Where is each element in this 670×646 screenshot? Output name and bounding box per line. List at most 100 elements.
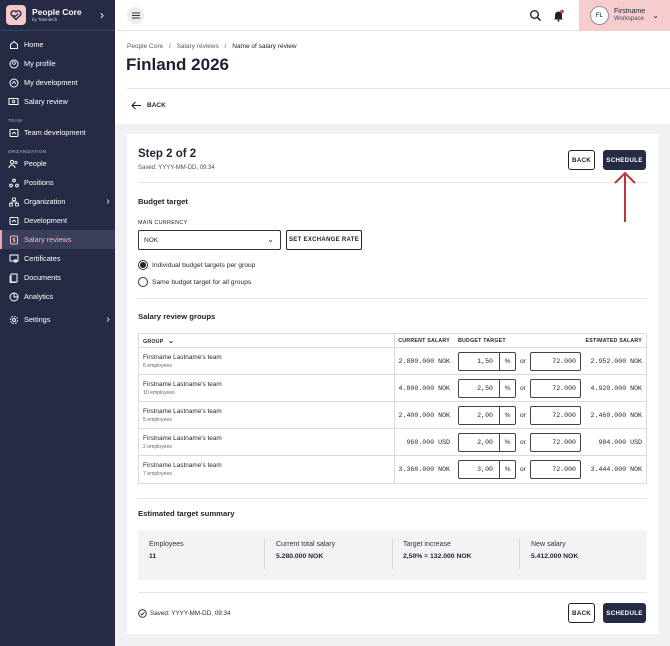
page-header: People Core / Salary reviews / Name of s… — [115, 31, 670, 124]
sidebar-item-analytics[interactable]: Analytics — [0, 287, 115, 306]
main-currency-label: MAIN CURRENCY — [138, 220, 188, 226]
brand-header: People Core by Talentech › — [0, 0, 115, 31]
breadcrumb: People Core / Salary reviews / Name of s… — [127, 43, 297, 50]
step-title: Step 2 of 2 — [138, 148, 197, 160]
radio-selected-icon — [138, 260, 148, 270]
budget-percent-input[interactable]: 3,00% — [458, 460, 516, 479]
col-group[interactable]: GROUP ⌄ — [143, 337, 175, 345]
arrow-left-icon — [131, 101, 141, 110]
brand-sub: by Talentech — [32, 17, 58, 22]
chevron-right-icon: › — [106, 314, 110, 325]
back-button[interactable]: BACK — [568, 150, 595, 170]
people-icon — [8, 158, 19, 169]
budget-amount-input[interactable]: 72.000 — [530, 406, 581, 425]
radio-individual-targets[interactable]: Individual budget targets per group — [138, 260, 255, 270]
divider — [138, 298, 647, 299]
schedule-button[interactable]: SCHEDULE — [603, 150, 646, 170]
top-bar: FL Firstname Workspace ⌄ — [115, 0, 670, 31]
sidebar-item-settings[interactable]: Settings › — [0, 310, 115, 329]
current-salary: 2.880.000 NOK — [398, 358, 450, 365]
sidebar-item-positions[interactable]: Positions — [0, 173, 115, 192]
sidebar-item-organization[interactable]: Organization › — [0, 192, 115, 211]
percent-unit: % — [499, 461, 515, 478]
budget-percent-input[interactable]: 2,50% — [458, 379, 516, 398]
percent-unit: % — [499, 380, 515, 397]
section-organization: ORGANIZATION — [8, 149, 47, 154]
sidebar-item-home[interactable]: Home — [0, 35, 115, 54]
sidebar-item-documents[interactable]: Documents — [0, 268, 115, 287]
col-current-salary: CURRENT SALARY — [398, 337, 450, 344]
page-title: Finland 2026 — [126, 55, 229, 74]
group-name: Firstname Lastname's team — [143, 408, 222, 415]
chevron-down-icon: ⌄ — [267, 235, 274, 244]
estimated-salary: 4.920.000 NOK — [590, 385, 642, 392]
sidebar-item-salary-review[interactable]: Salary review — [0, 92, 115, 111]
group-employee-count: 10 employees — [143, 390, 175, 396]
salary-review-groups-heading: Salary review groups — [138, 312, 216, 321]
chevron-down-icon: ⌄ — [168, 337, 175, 345]
money-icon — [8, 96, 19, 107]
percent-unit: % — [499, 434, 515, 451]
footer-saved: Saved: YYYY-MM-DD, 09:34 — [138, 609, 231, 618]
check-circle-icon — [138, 609, 147, 618]
table-row: Firstname Lastname's team 2 employees 960.… — [139, 429, 646, 456]
estimated-salary: 984.000 USD — [598, 439, 642, 446]
footer-schedule-button[interactable]: SCHEDULE — [603, 603, 646, 623]
budget-amount-input[interactable]: 72.000 — [530, 460, 581, 479]
or-label: or — [520, 439, 526, 446]
sidebar-item-my-profile[interactable]: My profile — [0, 54, 115, 73]
budget-percent-input[interactable]: 2,00% — [458, 433, 516, 452]
user-menu[interactable]: FL Firstname Workspace ⌄ — [579, 0, 670, 31]
saved-timestamp: Saved: YYYY-MM-DD, 09:34 — [138, 165, 215, 171]
table-row: Firstname Lastname's team 7 employees 3.36… — [139, 456, 646, 483]
sidebar-item-development[interactable]: Development — [0, 211, 115, 230]
or-label: or — [520, 466, 526, 473]
current-salary: 4.800.000 NOK — [398, 385, 450, 392]
collapse-sidebar-icon[interactable]: › — [100, 8, 104, 22]
sidebar-item-my-development[interactable]: My development — [0, 73, 115, 92]
set-exchange-rate-button[interactable]: SET EXCHANGE RATE — [286, 230, 362, 250]
currency-select[interactable]: NOK ⌄ — [138, 230, 281, 250]
budget-amount-input[interactable]: 72.000 — [530, 433, 581, 452]
sidebar-item-people[interactable]: People — [0, 154, 115, 173]
back-link[interactable]: BACK — [131, 101, 166, 110]
breadcrumb-salary-reviews[interactable]: Salary reviews — [176, 43, 219, 50]
hamburger-icon — [131, 12, 140, 19]
sidebar-item-certificates[interactable]: Certificates — [0, 249, 115, 268]
divider — [138, 498, 647, 499]
notification-bell-icon[interactable] — [552, 9, 565, 22]
sidebar-item-salary-reviews[interactable]: Salary reviews — [0, 230, 115, 249]
radio-same-target[interactable]: Same budget target for all groups — [138, 277, 251, 287]
sidebar-nav: Home My profile My development Salary re… — [0, 31, 115, 329]
or-label: or — [520, 412, 526, 419]
budget-percent-input[interactable]: 2,00% — [458, 406, 516, 425]
radio-unselected-icon — [138, 277, 148, 287]
table-header: GROUP ⌄ CURRENT SALARY BUDGET TARGET EST… — [139, 334, 646, 348]
sidebar-item-team-development[interactable]: Team development — [0, 123, 115, 142]
col-estimated-salary: ESTIMATED SALARY — [585, 337, 642, 344]
group-employee-count: 2 employees — [143, 444, 172, 450]
groups-table: GROUP ⌄ CURRENT SALARY BUDGET TARGET EST… — [138, 333, 647, 484]
budget-amount-input[interactable]: 72.000 — [530, 352, 581, 371]
estimated-salary: 3.444.000 NOK — [590, 466, 642, 473]
footer-back-button[interactable]: BACK — [568, 603, 595, 623]
percent-unit: % — [499, 353, 515, 370]
group-name: Firstname Lastname's team — [143, 381, 222, 388]
current-salary: 3.360.000 NOK — [398, 466, 450, 473]
team-development-icon — [8, 127, 19, 138]
budget-amount-input[interactable]: 72.000 — [530, 379, 581, 398]
menu-button[interactable] — [127, 7, 144, 24]
group-name: Firstname Lastname's team — [143, 462, 222, 469]
breadcrumb-people-core[interactable]: People Core — [127, 43, 164, 50]
user-name: Firstname — [614, 8, 646, 16]
budget-percent-input[interactable]: 1,50% — [458, 352, 516, 371]
current-salary: 960.000 USD — [406, 439, 450, 446]
people-core-logo — [6, 5, 26, 25]
or-label: or — [520, 358, 526, 365]
divider — [127, 88, 670, 89]
chevron-down-icon: ⌄ — [652, 11, 659, 20]
group-name: Firstname Lastname's team — [143, 435, 222, 442]
summary-employees: Employees 11 — [149, 541, 184, 560]
search-icon[interactable] — [529, 9, 542, 22]
avatar: FL — [590, 6, 609, 25]
